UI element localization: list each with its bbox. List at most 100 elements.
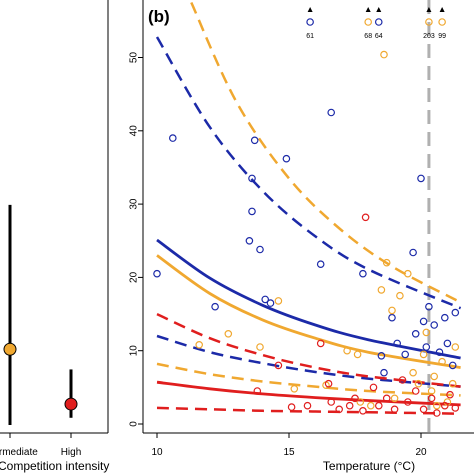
series-0-point bbox=[211, 302, 219, 311]
series-0-point bbox=[430, 321, 439, 329]
panel-b: 0 10 20 30 40 50 10 15 20 61 68 64 203 99 (b) Temper… bbox=[129, 0, 474, 473]
series-0-point bbox=[417, 174, 425, 183]
series-2-point bbox=[419, 405, 428, 414]
panel-b-label: (b) bbox=[148, 7, 170, 26]
offscale-arrow bbox=[365, 7, 371, 12]
series-0-point bbox=[440, 313, 449, 322]
panel-b-fit-lines bbox=[155, 1, 462, 415]
series-0-ci-lower bbox=[156, 334, 461, 388]
series-2-point bbox=[427, 394, 436, 403]
series-2-point bbox=[316, 339, 325, 348]
panel-a-x-axis-label: Competition intensity bbox=[0, 459, 109, 473]
series-2-point bbox=[382, 394, 391, 403]
series-1-point bbox=[353, 350, 362, 359]
series-0-point bbox=[393, 339, 402, 348]
series-1-point bbox=[390, 394, 399, 403]
series-1-point bbox=[382, 258, 391, 267]
series-2-point bbox=[345, 401, 354, 410]
series-2-point bbox=[446, 390, 454, 399]
series-0-point bbox=[380, 368, 388, 377]
series-1-point bbox=[356, 398, 365, 406]
series-2-point bbox=[369, 383, 378, 392]
series-1-point bbox=[388, 306, 396, 315]
panel-a-marks: Intermediate High bbox=[0, 204, 82, 458]
series-0-point bbox=[256, 245, 264, 254]
offscale-point bbox=[374, 18, 383, 26]
series-2-point bbox=[303, 401, 312, 410]
offscale-label: 61 bbox=[306, 33, 314, 40]
series-1-point bbox=[451, 343, 460, 351]
series-0-point bbox=[248, 174, 256, 183]
series-0-point bbox=[359, 269, 367, 278]
series-1-point bbox=[380, 50, 388, 59]
offscale-label: 203 bbox=[423, 33, 435, 40]
series-2-point bbox=[327, 398, 336, 406]
y-tick-label: 40 bbox=[129, 125, 140, 137]
series-2-point bbox=[374, 401, 383, 410]
series-2-point bbox=[287, 403, 296, 411]
series-0-point bbox=[169, 134, 177, 142]
series-0-point bbox=[245, 237, 254, 245]
series-1-point bbox=[195, 340, 204, 349]
series-1-point bbox=[422, 328, 431, 337]
series-0-ci-upper bbox=[155, 36, 462, 310]
series-2-point bbox=[351, 394, 359, 403]
series-2-point bbox=[451, 404, 460, 412]
series-0-point bbox=[316, 260, 325, 269]
series-0-fit bbox=[156, 238, 461, 360]
x-tick-label: 15 bbox=[283, 447, 295, 458]
series-1-point bbox=[403, 269, 412, 278]
offscale-arrow bbox=[307, 7, 313, 12]
series-0-point bbox=[422, 343, 431, 351]
series-0-point bbox=[261, 295, 270, 304]
series-2-point bbox=[359, 406, 367, 415]
x-tick-label: 10 bbox=[151, 447, 163, 458]
series-1-point bbox=[414, 379, 423, 388]
series-1-point bbox=[409, 368, 417, 377]
series-1-point bbox=[438, 357, 446, 366]
series-1-ci-upper bbox=[190, 1, 462, 304]
series-1-point bbox=[224, 329, 233, 338]
x-tick-label: 20 bbox=[415, 447, 427, 458]
series-2-point bbox=[361, 213, 370, 222]
series-1-point bbox=[343, 346, 351, 355]
series-1-point bbox=[419, 350, 428, 359]
series-0-point bbox=[425, 302, 433, 311]
series-1-point bbox=[377, 286, 386, 294]
offscale-label: 64 bbox=[375, 33, 383, 40]
series-1-fit bbox=[156, 254, 461, 369]
series-0-point bbox=[448, 361, 457, 370]
panel-a-point-1 bbox=[64, 397, 78, 411]
series-1-point bbox=[396, 291, 404, 300]
panel-a-tick-label: Intermediate bbox=[0, 447, 38, 458]
series-2-point bbox=[440, 401, 449, 410]
series-0-point bbox=[411, 329, 420, 338]
series-1-point bbox=[366, 401, 375, 410]
series-2-fit bbox=[156, 380, 461, 407]
panel-b-axes: 0 10 20 30 40 50 10 15 20 bbox=[129, 0, 474, 458]
series-0-point bbox=[250, 136, 259, 145]
panel-a-tick-label: High bbox=[61, 447, 82, 458]
series-1-point bbox=[256, 343, 264, 351]
series-0-point bbox=[248, 207, 256, 216]
series-2-point bbox=[398, 376, 407, 384]
offscale-point bbox=[438, 18, 446, 26]
panel-b-points bbox=[153, 50, 460, 417]
y-tick-label: 0 bbox=[129, 421, 140, 427]
panel-a-point-0 bbox=[3, 342, 17, 356]
offscale-arrow bbox=[439, 7, 445, 12]
series-1-point bbox=[274, 297, 283, 305]
series-2-point bbox=[403, 398, 412, 406]
series-0-point bbox=[282, 154, 291, 163]
y-tick-label: 30 bbox=[129, 198, 140, 210]
series-0-point bbox=[435, 348, 444, 357]
series-2-point bbox=[324, 379, 333, 388]
series-0-point bbox=[266, 299, 275, 307]
series-1-point bbox=[290, 384, 299, 393]
series-1-point bbox=[430, 372, 439, 381]
series-2-point bbox=[253, 387, 262, 395]
series-2-point bbox=[335, 405, 344, 414]
series-2-ci-lower bbox=[156, 406, 461, 415]
y-tick-label: 20 bbox=[129, 271, 140, 283]
